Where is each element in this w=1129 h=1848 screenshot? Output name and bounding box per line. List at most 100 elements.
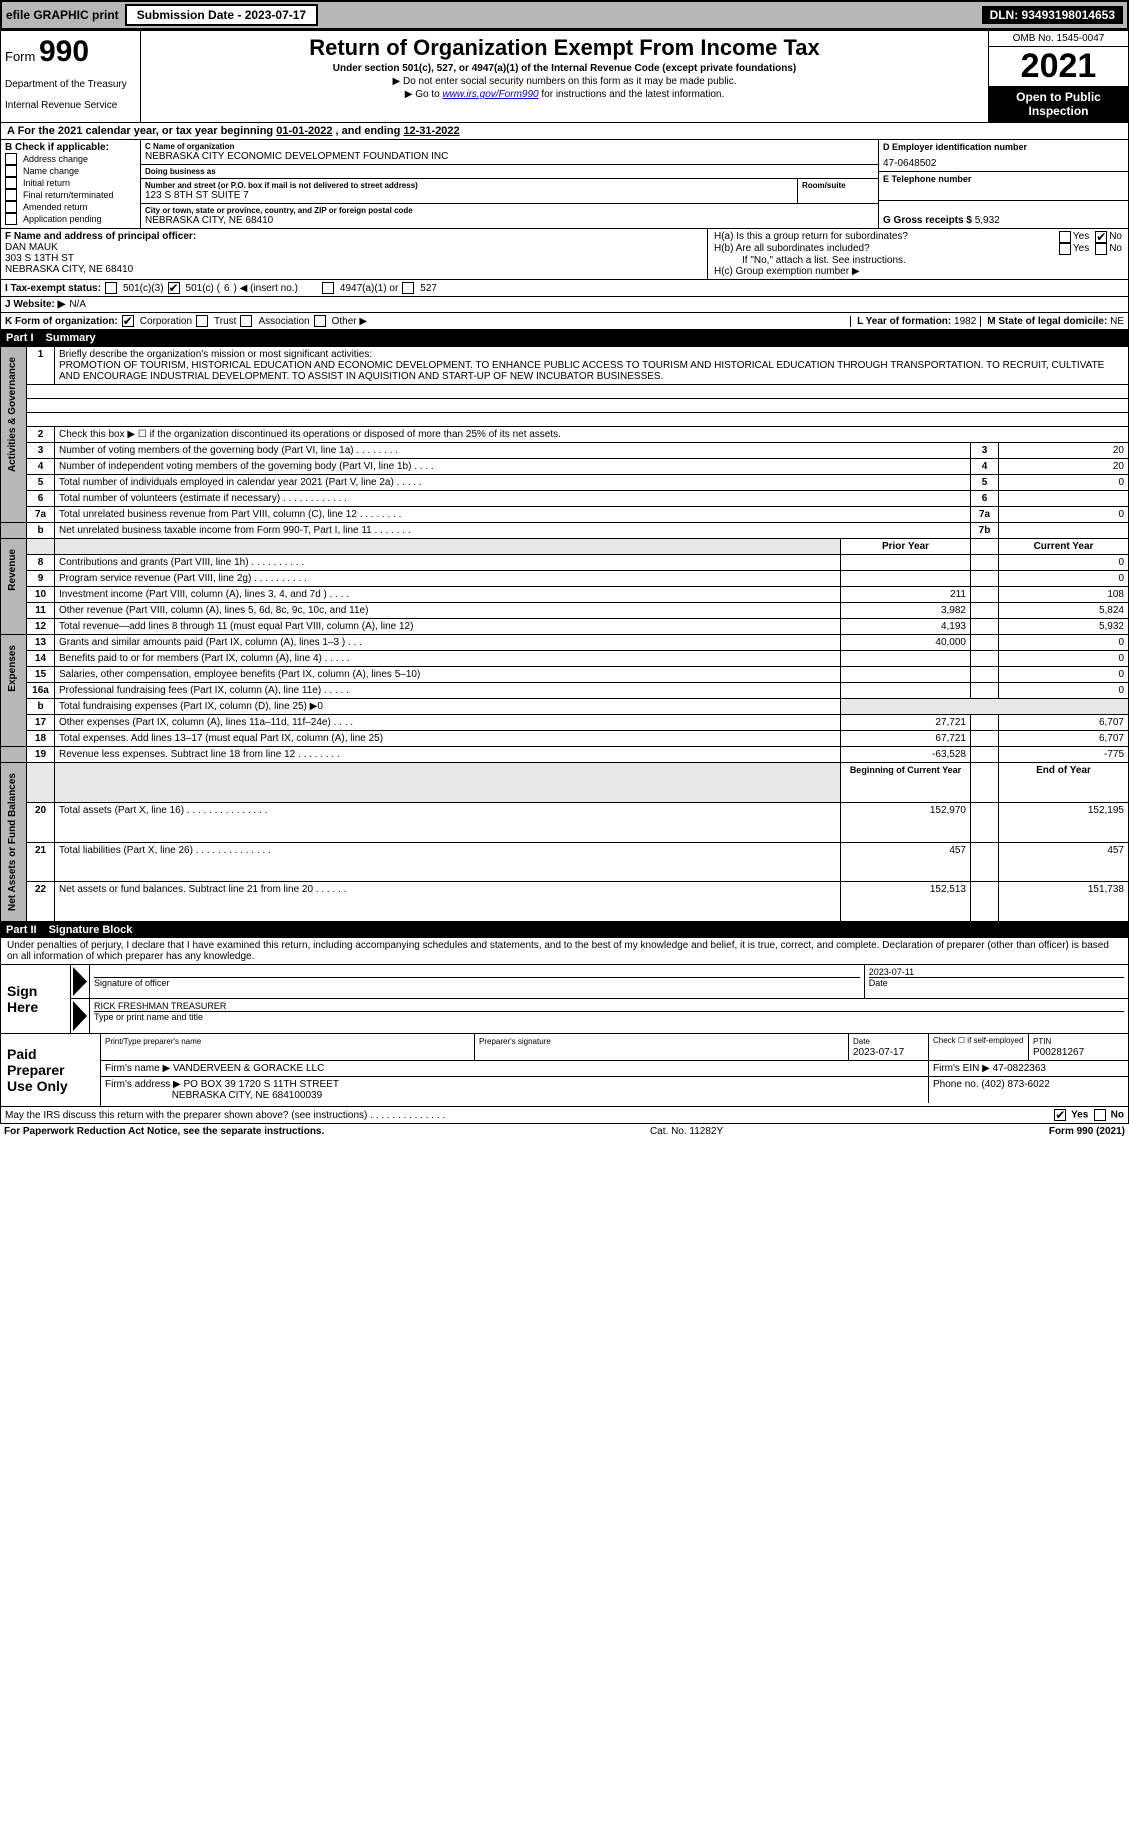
city-value: NEBRASKA CITY, NE 68410 [145, 215, 874, 226]
irs-label: Internal Revenue Service [5, 100, 136, 111]
header-right: OMB No. 1545-0047 2021 Open to Public In… [988, 31, 1128, 122]
dln-label: DLN: 93493198014653 [982, 6, 1123, 24]
ptin-label: PTIN [1033, 1037, 1051, 1046]
part1-num: Part I [6, 332, 34, 344]
l15-t: Salaries, other compensation, employee b… [55, 667, 841, 683]
col-f: F Name and address of principal officer:… [1, 229, 708, 279]
hb-no[interactable] [1095, 243, 1107, 255]
l5-v: 0 [999, 475, 1129, 491]
no-lbl: No [1109, 231, 1122, 243]
l16b-n: b [27, 699, 55, 715]
l2-num: 2 [27, 427, 55, 443]
ptin: P00281267 [1033, 1047, 1084, 1058]
l10-t: Investment income (Part VIII, column (A)… [55, 587, 841, 603]
discuss-yes-lbl: Yes [1071, 1110, 1088, 1121]
dba-label: Doing business as [145, 167, 874, 176]
ha-yes[interactable] [1059, 231, 1071, 243]
top-bar: efile GRAPHIC print Submission Date - 20… [0, 0, 1129, 30]
street-label: Number and street (or P.O. box if mail i… [145, 181, 793, 190]
c-pre: 501(c) ( [186, 283, 220, 294]
l12-p: 4,193 [841, 619, 971, 635]
firm-addr-label: Firm's address ▶ [105, 1079, 181, 1090]
chk-corp[interactable] [122, 315, 134, 327]
chk-amended-return[interactable]: Amended return [5, 201, 136, 213]
l14-p [841, 651, 971, 667]
l13-c: 0 [999, 635, 1129, 651]
l5-t: Total number of individuals employed in … [55, 475, 971, 491]
l8-t: Contributions and grants (Part VIII, lin… [55, 555, 841, 571]
chk-other[interactable] [314, 315, 326, 327]
l17-p: 27,721 [841, 715, 971, 731]
l21-t: Total liabilities (Part X, line 26) . . … [55, 842, 841, 882]
chk-501c[interactable] [168, 282, 180, 294]
lbl-527: 527 [420, 283, 437, 294]
l7b-b: 7b [971, 523, 999, 539]
dba-row: Doing business as [141, 165, 878, 179]
l11-t: Other revenue (Part VIII, column (A), li… [55, 603, 841, 619]
hdr-curr: Current Year [999, 539, 1129, 555]
l2-text: Check this box ▶ ☐ if the organization d… [55, 427, 1129, 443]
gross-value: 5,932 [975, 215, 1000, 226]
hdr-end: End of Year [999, 763, 1129, 803]
l17-t: Other expenses (Part IX, column (A), lin… [55, 715, 841, 731]
l15-p [841, 667, 971, 683]
chk-trust[interactable] [196, 315, 208, 327]
side-net: Net Assets or Fund Balances [5, 765, 20, 919]
submission-date-button[interactable]: Submission Date - 2023-07-17 [125, 4, 318, 26]
tel-value [883, 184, 1124, 198]
chk-name-change[interactable]: Name change [5, 165, 136, 177]
hb-yes[interactable] [1059, 243, 1071, 255]
row-j: J Website: ▶ N/A [0, 297, 1129, 313]
chk-lbl-1: Name change [23, 166, 79, 176]
firm-addr1: PO BOX 39 1720 S 11TH STREET [184, 1079, 339, 1090]
col-b: B Check if applicable: Address change Na… [1, 140, 141, 228]
city-row: City or town, state or province, country… [141, 204, 878, 228]
chk-final-return[interactable]: Final return/terminated [5, 189, 136, 201]
ha-label: H(a) Is this a group return for subordin… [714, 231, 1059, 243]
efile-label: efile GRAPHIC print [6, 8, 119, 22]
ssn-note: ▶ Do not enter social security numbers o… [145, 76, 984, 87]
l14-t: Benefits paid to or for members (Part IX… [55, 651, 841, 667]
l20-c: 152,195 [999, 802, 1129, 842]
l19-c: -775 [999, 747, 1129, 763]
chk-lbl-3: Final return/terminated [23, 190, 114, 200]
city-label: City or town, state or province, country… [145, 206, 874, 215]
irs-link[interactable]: www.irs.gov/Form990 [442, 89, 538, 100]
l11-n: 11 [27, 603, 55, 619]
l14-c: 0 [999, 651, 1129, 667]
ha-no[interactable] [1095, 231, 1107, 243]
brief-cell: Briefly describe the organization's miss… [55, 347, 1129, 385]
room-label: Room/suite [802, 181, 874, 190]
block-bcd: B Check if applicable: Address change Na… [0, 140, 1129, 229]
no-lbl2: No [1109, 243, 1122, 255]
period-begin: 01-01-2022 [276, 125, 332, 137]
sig-date: 2023-07-11 [869, 967, 914, 977]
hdr-beg: Beginning of Current Year [841, 763, 971, 803]
firm-name: VANDERVEEN & GORACKE LLC [173, 1063, 324, 1074]
l17-c: 6,707 [999, 715, 1129, 731]
chk-501c3[interactable] [105, 282, 117, 294]
chk-application-pending[interactable]: Application pending [5, 213, 136, 225]
chk-527[interactable] [402, 282, 414, 294]
l4-v: 20 [999, 459, 1129, 475]
discuss-yes[interactable] [1054, 1109, 1066, 1121]
part1-header: Part I Summary [0, 330, 1129, 346]
ein-label: D Employer identification number [883, 142, 1124, 152]
fein-label: Firm's EIN ▶ [933, 1063, 990, 1074]
pra-notice: For Paperwork Reduction Act Notice, see … [4, 1126, 324, 1137]
print-name-label: Print/Type preparer's name [105, 1037, 201, 1046]
l12-n: 12 [27, 619, 55, 635]
c-num: 6 [224, 283, 230, 294]
chk-address-change[interactable]: Address change [5, 153, 136, 165]
signer-name-label: Type or print name and title [94, 1011, 1124, 1022]
preparer-label: Paid Preparer Use Only [1, 1034, 101, 1106]
arrow-icon [73, 967, 87, 996]
chk-initial-return[interactable]: Initial return [5, 177, 136, 189]
chk-assoc[interactable] [240, 315, 252, 327]
part1-title: Summary [46, 332, 96, 344]
chk-4947[interactable] [322, 282, 334, 294]
discuss-no[interactable] [1094, 1109, 1106, 1121]
l20-t: Total assets (Part X, line 16) . . . . .… [55, 802, 841, 842]
l4-n: 4 [27, 459, 55, 475]
officer-name: DAN MAUK [5, 242, 58, 253]
